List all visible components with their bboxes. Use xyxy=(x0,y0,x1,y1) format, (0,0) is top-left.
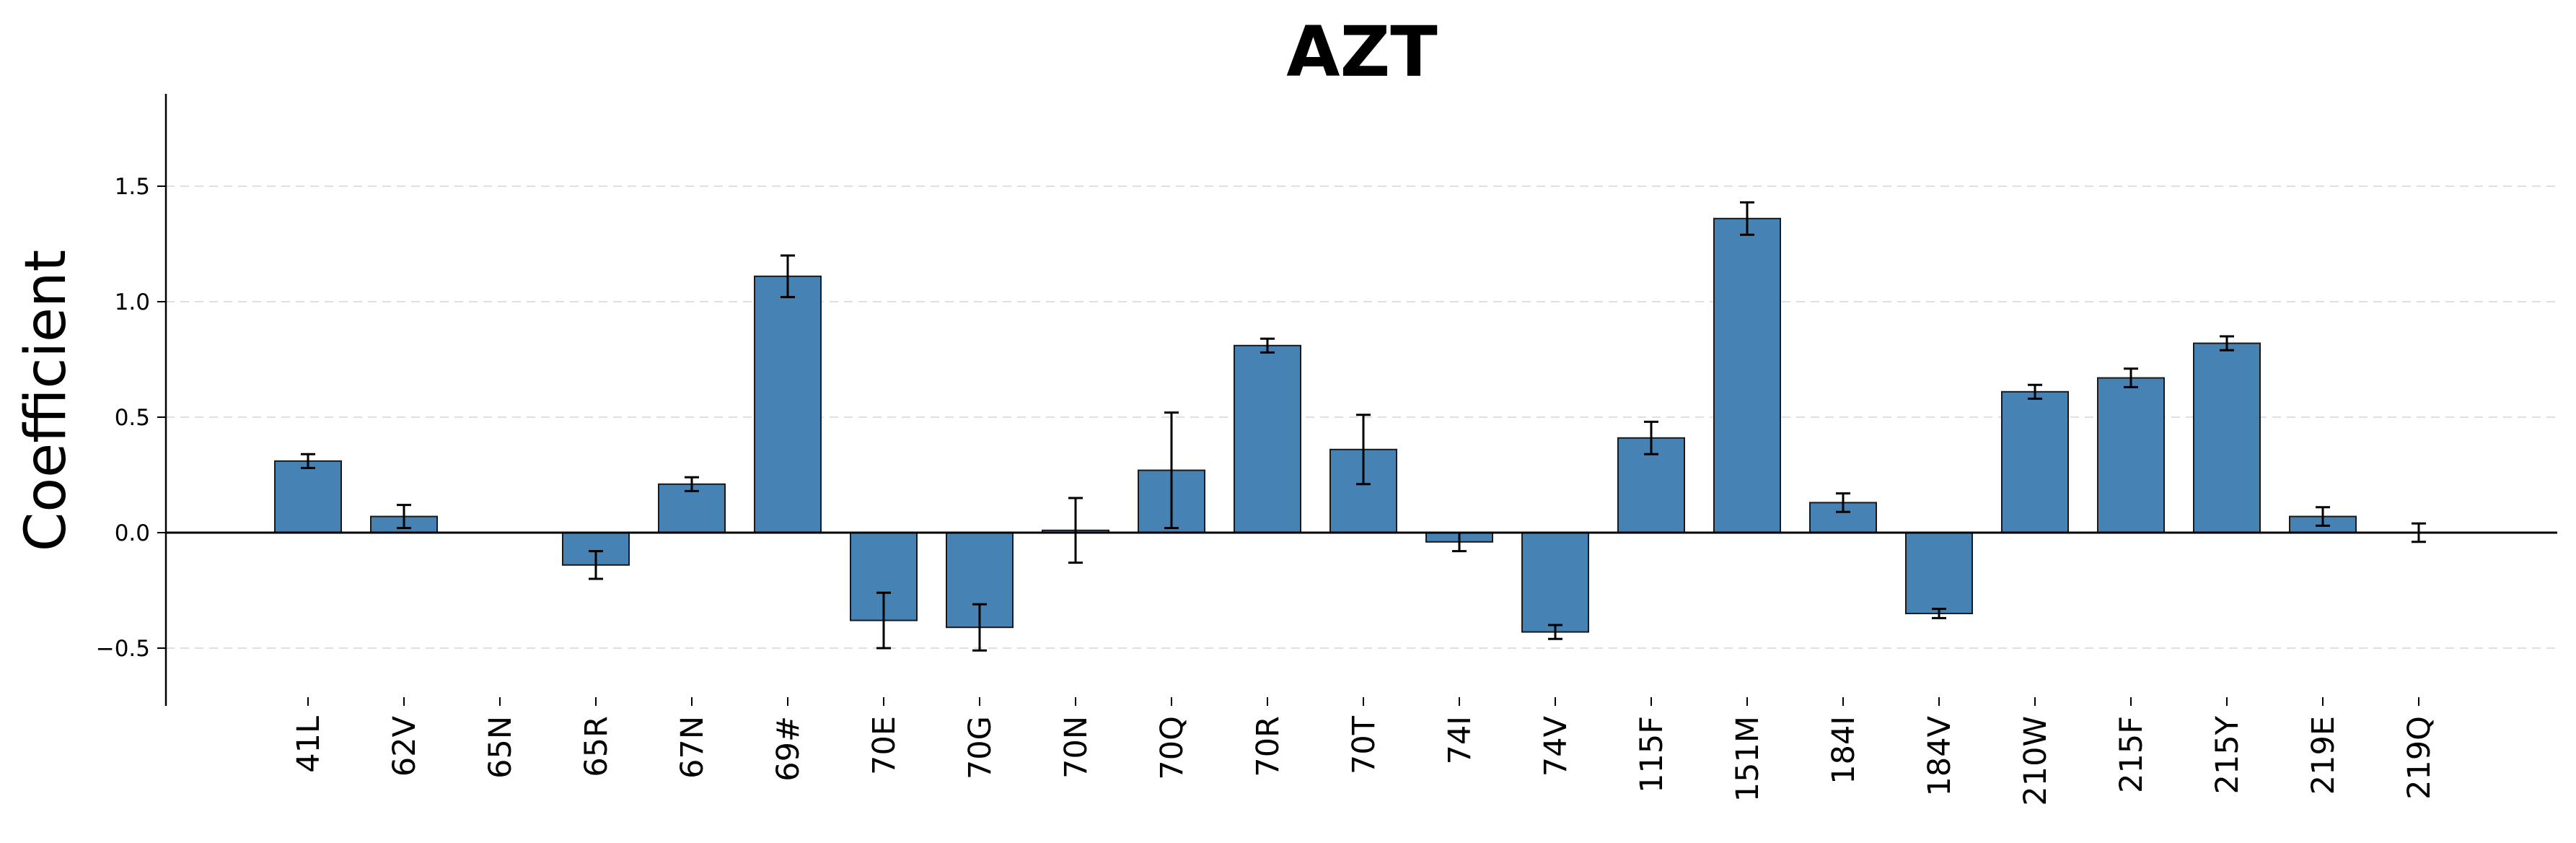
error-bar-67N xyxy=(685,476,699,492)
x-tick-label: 62V xyxy=(387,715,423,777)
bar-184V xyxy=(1905,532,1973,614)
bar-115F xyxy=(1617,437,1685,533)
bar-70R xyxy=(1234,344,1301,533)
x-tick-label: 219Q xyxy=(2401,716,2437,800)
error-bar-115F xyxy=(1644,420,1658,455)
x-tick-label: 70Q xyxy=(1154,716,1190,780)
error-bar-65R xyxy=(589,550,603,580)
chart-title: AZT xyxy=(1286,12,1437,92)
y-tick-label: 1.0 xyxy=(115,289,150,315)
x-tick-label: 74V xyxy=(1538,715,1574,777)
bar-215Y xyxy=(2193,342,2261,533)
bar-210W xyxy=(2001,390,2069,533)
x-tick-label: 184V xyxy=(1922,715,1958,796)
x-tick-label: 41L xyxy=(291,716,327,773)
error-bar-69# xyxy=(781,254,795,299)
error-bar-215Y xyxy=(2220,335,2234,351)
x-tick-label: 70T xyxy=(1346,715,1382,774)
error-bar-184I xyxy=(1836,492,1850,513)
bar-215F xyxy=(2097,377,2165,533)
x-tick-label: 70G xyxy=(962,716,998,779)
axes xyxy=(164,94,2557,706)
x-tick-label: 70R xyxy=(1250,716,1286,777)
x-tick-label: 70E xyxy=(866,716,902,775)
error-bar-70N xyxy=(1068,497,1083,564)
x-tick-label: 210W xyxy=(2018,716,2054,806)
error-bar-219E xyxy=(2316,506,2330,527)
x-tick-label: 115F xyxy=(1634,716,1670,793)
x-tick-label: 219E xyxy=(2305,716,2342,795)
error-bar-41L xyxy=(301,453,315,469)
x-tick-label: 69# xyxy=(770,716,806,782)
bar-67N xyxy=(658,483,726,533)
error-bar-215F xyxy=(2124,367,2138,388)
error-bar-70G xyxy=(972,603,987,652)
x-tick-label: 184I xyxy=(1826,716,1862,785)
bar-41L xyxy=(274,460,342,533)
error-bar-70E xyxy=(876,591,891,650)
x-tick-label: 215F xyxy=(2114,716,2150,793)
x-tick-label: 67N xyxy=(674,716,711,779)
error-bar-210W xyxy=(2028,383,2042,400)
x-tick-label: 74I xyxy=(1442,716,1478,764)
error-bar-70Q xyxy=(1164,411,1179,530)
y-tick-label: 0.0 xyxy=(115,520,150,546)
y-axis-label: Coefficient xyxy=(14,250,79,551)
error-bar-70T xyxy=(1356,414,1371,486)
bar-74V xyxy=(1521,532,1589,633)
y-tick-label: 0.5 xyxy=(115,405,150,431)
y-tick-label: −0.5 xyxy=(96,636,150,662)
y-ticks: −0.5 0.0 0.5 1.0 1.5 xyxy=(96,174,166,662)
error-bar-74V xyxy=(1548,624,1562,640)
x-tick-label: 215Y xyxy=(2210,715,2246,794)
error-bar-184V xyxy=(1932,608,1946,619)
y-tick-label: 1.5 xyxy=(115,174,150,200)
x-ticks: 41L 62V 65N 65R 67N 69# 70E 70G 70N 70Q 70R 70T 74I 7… xyxy=(291,697,2437,806)
error-bar-151M xyxy=(1740,201,1754,236)
x-tick-label: 65N xyxy=(483,716,519,779)
error-bar-70R xyxy=(1260,337,1275,354)
bar-69# xyxy=(754,275,822,533)
error-bar-62V xyxy=(397,504,411,530)
x-tick-label: 151M xyxy=(1730,716,1766,802)
x-tick-label: 70N xyxy=(1058,716,1094,779)
x-tick-label: 65R xyxy=(579,716,615,777)
bar-151M xyxy=(1713,217,1781,533)
